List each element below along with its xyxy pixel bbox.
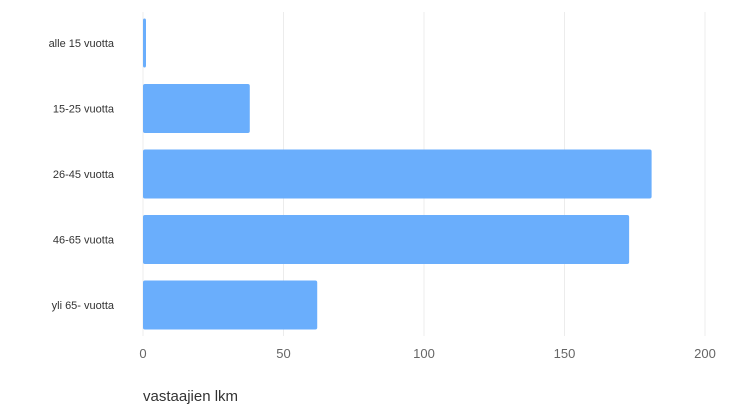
x-tick-label: 150: [554, 346, 576, 361]
x-tick-label: 0: [139, 346, 146, 361]
x-tick-labels: 0 50 100 150 200: [139, 346, 715, 361]
bar[interactable]: [143, 149, 652, 199]
bar[interactable]: [143, 18, 146, 68]
x-tick-label: 50: [276, 346, 290, 361]
category-label: 15-25 vuotta: [53, 104, 115, 116]
category-label: 26-45 vuotta: [53, 169, 115, 181]
category-label: 46-65 vuotta: [53, 235, 115, 247]
category-labels: alle 15 vuotta 15-25 vuotta 26-45 vuotta 46…: [49, 38, 115, 312]
x-tick-label: 200: [694, 346, 716, 361]
bar[interactable]: [143, 215, 630, 264]
x-axis-title: vastaajien lkm: [143, 388, 238, 405]
category-label: yli 65- vuotta: [52, 300, 115, 312]
x-tick-label: 100: [413, 346, 435, 361]
bars: [143, 18, 652, 330]
category-label: alle 15 vuotta: [49, 38, 115, 50]
bar[interactable]: [143, 280, 318, 330]
bar[interactable]: [143, 84, 250, 133]
